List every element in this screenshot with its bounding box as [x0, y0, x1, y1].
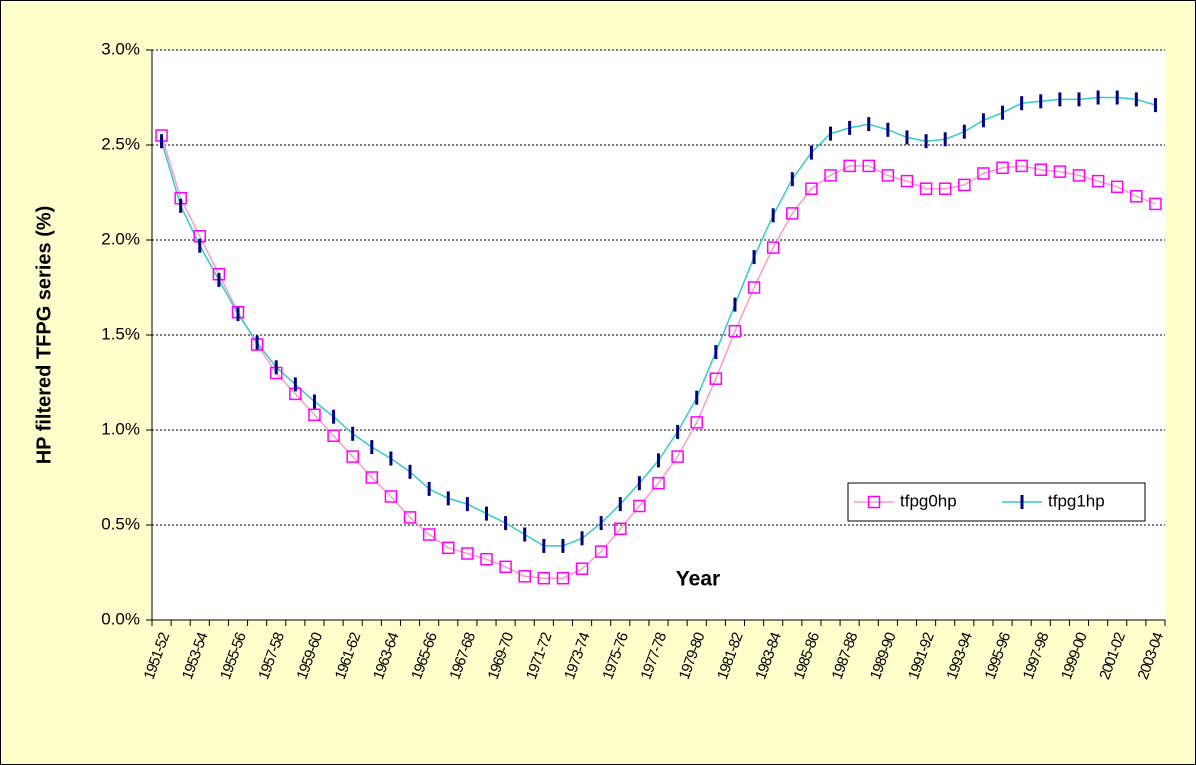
data-marker	[786, 207, 799, 220]
data-marker	[805, 182, 818, 195]
data-marker	[327, 429, 340, 442]
legend-label: tfpg1hp	[1048, 491, 1105, 510]
data-marker	[843, 159, 856, 173]
y-tick-label: 1.5%	[101, 324, 140, 343]
data-marker	[499, 560, 512, 574]
data-marker	[919, 182, 933, 195]
data-marker	[747, 281, 761, 294]
data-marker	[614, 522, 627, 536]
data-marker	[633, 499, 646, 513]
data-marker	[977, 167, 990, 180]
data-marker	[1034, 163, 1048, 176]
data-marker	[996, 161, 1009, 175]
y-tick-label: 2.5%	[101, 134, 140, 153]
legend-label: tfpg0hp	[900, 491, 957, 510]
data-marker	[824, 169, 837, 182]
legend-box	[847, 482, 1146, 522]
data-marker	[1149, 197, 1162, 211]
data-marker	[862, 159, 875, 173]
data-marker	[480, 552, 493, 566]
data-marker	[881, 169, 895, 182]
data-marker	[1091, 174, 1105, 188]
y-tick-label: 2.0%	[101, 229, 140, 248]
data-marker	[728, 324, 742, 338]
data-marker	[346, 450, 359, 463]
data-marker	[1072, 169, 1086, 182]
data-marker	[442, 541, 455, 555]
data-marker	[384, 490, 398, 503]
data-marker	[958, 178, 971, 192]
y-tick-label: 3.0%	[101, 39, 140, 58]
data-marker	[518, 570, 531, 583]
data-marker	[556, 571, 570, 585]
y-axis-title: HP filtered TFPG series (%)	[33, 206, 55, 465]
data-marker	[900, 174, 914, 188]
data-marker	[766, 241, 780, 254]
data-marker	[1130, 190, 1143, 203]
data-marker	[709, 372, 723, 385]
series-line	[160, 135, 1156, 579]
data-marker	[867, 495, 881, 509]
data-marker	[594, 545, 608, 558]
data-marker	[1110, 180, 1124, 194]
data-marker	[690, 416, 703, 429]
x-axis-title: Year	[676, 568, 720, 591]
data-marker	[1053, 165, 1067, 178]
data-marker	[652, 476, 665, 490]
data-marker	[308, 408, 321, 422]
data-marker	[938, 182, 952, 195]
data-marker	[422, 528, 436, 541]
y-tick-label: 0.5%	[101, 514, 140, 533]
data-marker	[461, 547, 474, 560]
data-marker	[365, 471, 379, 484]
data-marker	[1015, 159, 1028, 173]
y-tick-label: 1.0%	[101, 419, 140, 438]
y-tick-label: 0.0%	[101, 609, 140, 628]
data-marker	[575, 562, 589, 575]
data-marker	[671, 450, 684, 463]
data-marker	[537, 571, 551, 585]
data-marker	[403, 511, 417, 524]
